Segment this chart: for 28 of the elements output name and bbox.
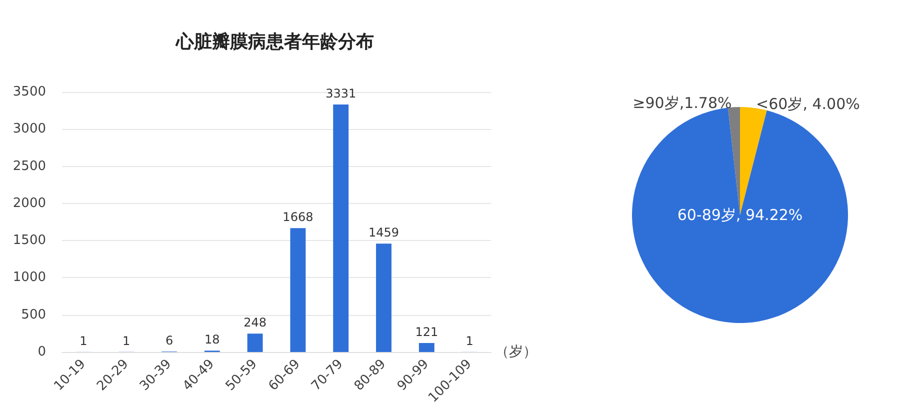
data-label: 1 [466,334,474,348]
data-label: 1668 [282,210,314,224]
data-label: 3331 [326,86,356,101]
x-axis-title: （岁） [495,344,537,360]
data-label: 121 [415,325,438,340]
data-label: 18 [204,332,220,347]
data-label: 248 [244,316,267,330]
data-label: 1459 [368,226,400,240]
bar [247,334,263,352]
slice-label: <60岁, 4.00% [756,94,860,113]
y-tick-label: 0 [38,344,46,360]
y-tick-label: 1000 [12,270,46,286]
y-tick-label: 2000 [12,196,46,211]
bar [333,104,349,352]
bar [376,244,392,352]
chart-title: 心脏瓣膜病患者年龄分布 [175,32,374,52]
data-label: 6 [165,334,174,348]
slice-label: 60-89岁, 94.22% [677,206,803,224]
slice-label: ≥90岁,1.78% [632,94,732,112]
y-tick-label: 1500 [12,233,46,248]
data-label: 1 [122,334,130,348]
bar [418,343,434,352]
y-tick-label: 3500 [12,84,46,100]
y-tick-label: 2500 [12,158,46,174]
bar [290,228,306,352]
y-tick-label: 500 [21,307,46,322]
data-label: 1 [80,334,88,348]
y-tick-label: 3000 [12,122,46,137]
